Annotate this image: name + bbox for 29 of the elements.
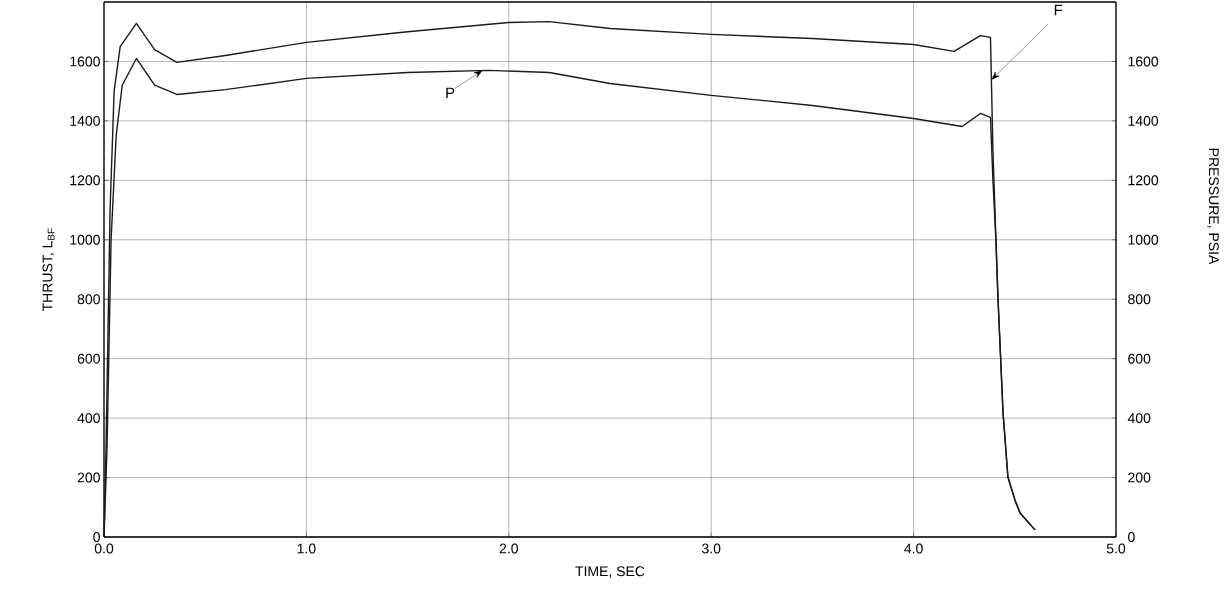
series-label: P (446, 87, 455, 98)
x-tick-label: 4.0 (904, 543, 923, 554)
y2-tick-label: 1400 (1128, 115, 1159, 126)
y2-tick-label: 600 (1128, 353, 1151, 364)
y-tick-label: 1200 (70, 175, 100, 186)
x-tick-label: 5.0 (1106, 543, 1126, 554)
y2-tick-label: 1600 (1128, 56, 1159, 67)
x-tick-label: 1.0 (297, 543, 316, 554)
text: F (1054, 4, 1063, 16)
y2-tick-label: 1000 (1128, 234, 1159, 245)
x-tick-label: 2.0 (499, 543, 518, 554)
y-tick-label: 400 (77, 413, 100, 424)
x-tick-label: 3.0 (701, 543, 721, 554)
y2-axis-title: PRESSURE, PSIA (1207, 148, 1219, 265)
y2-tick-label: 200 (1128, 472, 1151, 483)
y2-tick-label: 400 (1127, 413, 1151, 424)
y-tick-label: 0 (93, 532, 100, 542)
y2-tick-label: 0 (1128, 532, 1135, 542)
y-tick-label: 1000 (70, 234, 100, 245)
y-tick-label: 1400 (70, 115, 100, 126)
y-tick-label: 800 (77, 294, 100, 305)
y-tick-label: 1600 (70, 56, 100, 67)
y-tick-label: 200 (77, 472, 100, 483)
x-tick-label: 0.0 (94, 543, 114, 554)
y2-tick-label: 1200 (1128, 175, 1159, 186)
x-axis-title: TIME, SEC (575, 566, 645, 578)
y2-tick-label: 800 (1128, 294, 1151, 305)
y-axis-title: THRUST, L$_{BF}$ (42, 228, 55, 312)
y-tick-label: 600 (77, 353, 100, 364)
